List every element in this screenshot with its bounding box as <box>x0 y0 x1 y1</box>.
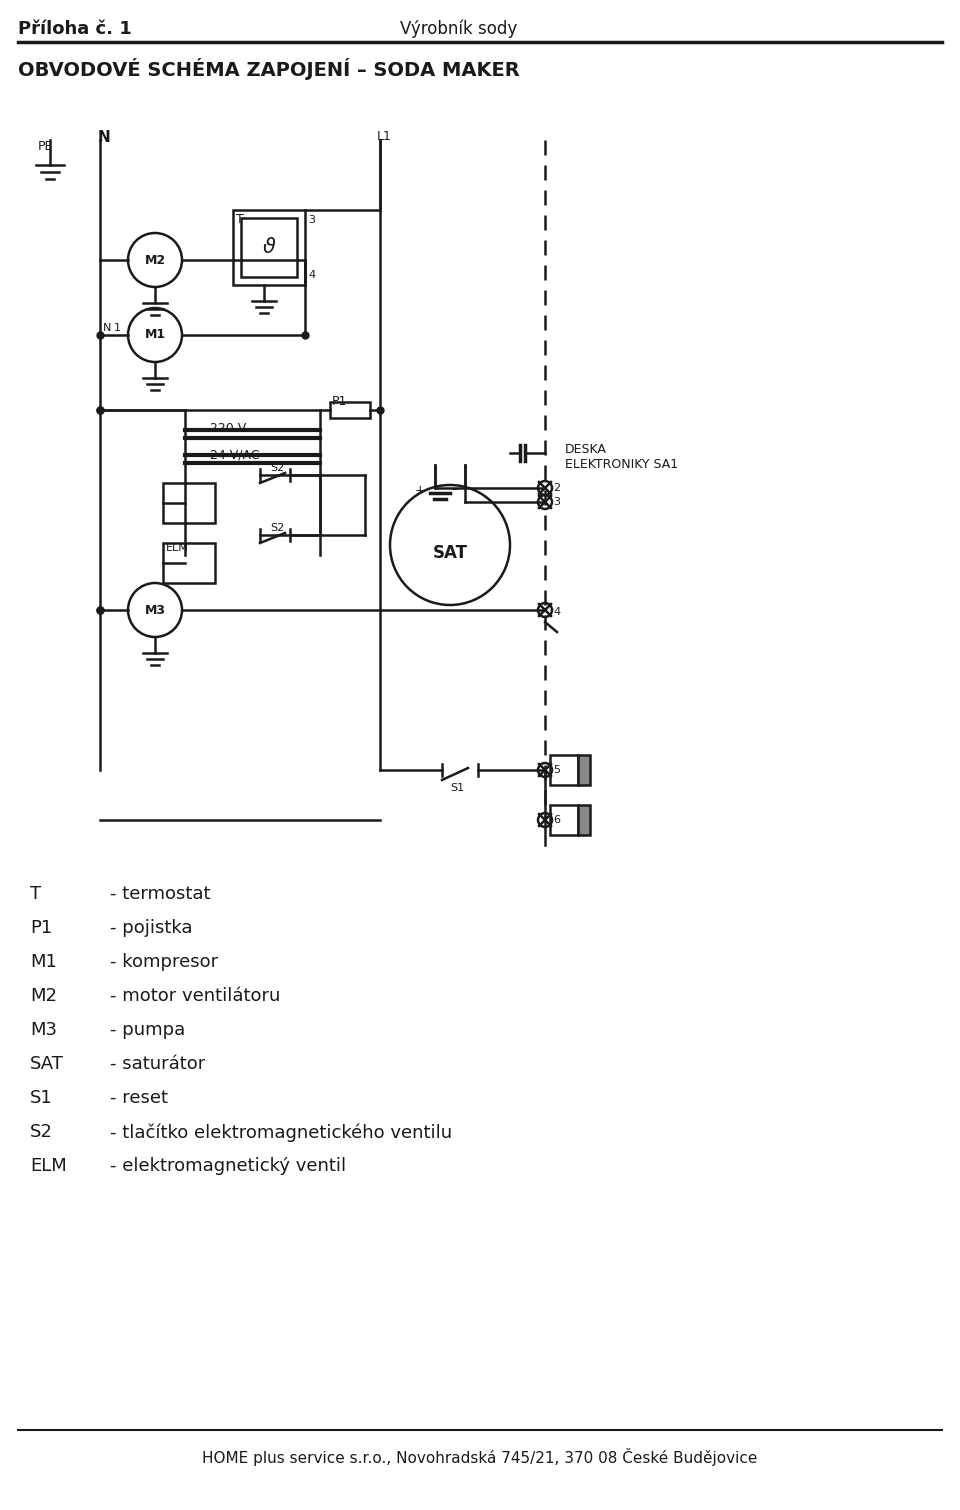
Text: - pojistka: - pojistka <box>110 920 193 938</box>
Bar <box>163 544 215 583</box>
Text: N: N <box>103 323 111 334</box>
Text: S2: S2 <box>270 464 284 473</box>
Text: +: + <box>415 483 425 497</box>
Text: S2: S2 <box>270 522 284 533</box>
Text: L1: L1 <box>377 130 392 143</box>
Text: $\vartheta$: $\vartheta$ <box>262 237 276 257</box>
Text: HOME plus service s.r.o., Novohradská 745/21, 370 08 České Budějovice: HOME plus service s.r.o., Novohradská 74… <box>203 1448 757 1466</box>
Text: - kompresor: - kompresor <box>110 953 218 971</box>
Text: M3: M3 <box>30 1021 57 1039</box>
Text: P1: P1 <box>332 396 348 408</box>
Text: DESKA: DESKA <box>565 442 607 456</box>
Text: ELM: ELM <box>30 1157 67 1175</box>
Text: 5: 5 <box>553 766 560 775</box>
Text: - reset: - reset <box>110 1089 168 1107</box>
Text: SAT: SAT <box>433 544 468 562</box>
Text: - motor ventilátoru: - motor ventilátoru <box>110 988 280 1006</box>
Text: 3: 3 <box>308 214 315 225</box>
Text: S1: S1 <box>30 1089 53 1107</box>
Text: - saturátor: - saturátor <box>110 1055 205 1074</box>
Text: ELEKTRONIKY SA1: ELEKTRONIKY SA1 <box>565 458 678 471</box>
Text: M1: M1 <box>30 953 57 971</box>
Text: N: N <box>98 130 110 145</box>
Bar <box>241 217 297 276</box>
Text: P1: P1 <box>30 920 52 938</box>
Text: M3: M3 <box>145 604 165 616</box>
Text: M1: M1 <box>144 329 165 341</box>
Bar <box>550 755 578 785</box>
Text: 6: 6 <box>553 815 560 824</box>
Text: 2: 2 <box>553 483 560 492</box>
Text: - tlačítko elektromagnetického ventilu: - tlačítko elektromagnetického ventilu <box>110 1123 452 1142</box>
Text: - pumpa: - pumpa <box>110 1021 185 1039</box>
Text: Výrobník sody: Výrobník sody <box>400 20 517 38</box>
Text: 3: 3 <box>553 497 560 507</box>
Text: SAT: SAT <box>30 1055 64 1074</box>
Text: 220 V: 220 V <box>210 421 247 435</box>
Bar <box>578 755 590 785</box>
Text: M2: M2 <box>30 988 57 1006</box>
Text: - termostat: - termostat <box>110 885 210 903</box>
Text: 1: 1 <box>114 323 121 334</box>
Text: 4: 4 <box>553 607 560 618</box>
Bar <box>578 805 590 835</box>
Text: ELM: ELM <box>166 544 189 553</box>
Text: T: T <box>30 885 41 903</box>
Text: S2: S2 <box>30 1123 53 1142</box>
Text: - elektromagnetický ventil: - elektromagnetický ventil <box>110 1157 347 1175</box>
Text: PE: PE <box>38 140 54 153</box>
Text: –: – <box>452 483 458 497</box>
Bar <box>330 402 370 418</box>
Bar <box>550 805 578 835</box>
Text: Příloha č. 1: Příloha č. 1 <box>18 20 132 38</box>
Bar <box>233 210 305 285</box>
Text: OBVODOVÉ SCHÉMA ZAPOJENÍ – SODA MAKER: OBVODOVÉ SCHÉMA ZAPOJENÍ – SODA MAKER <box>18 57 519 80</box>
Text: 24 V/AC: 24 V/AC <box>210 448 259 461</box>
Text: M2: M2 <box>144 254 165 266</box>
Text: 4: 4 <box>308 270 315 279</box>
Bar <box>163 483 215 522</box>
Text: S1: S1 <box>450 784 464 793</box>
Text: T: T <box>236 213 244 226</box>
